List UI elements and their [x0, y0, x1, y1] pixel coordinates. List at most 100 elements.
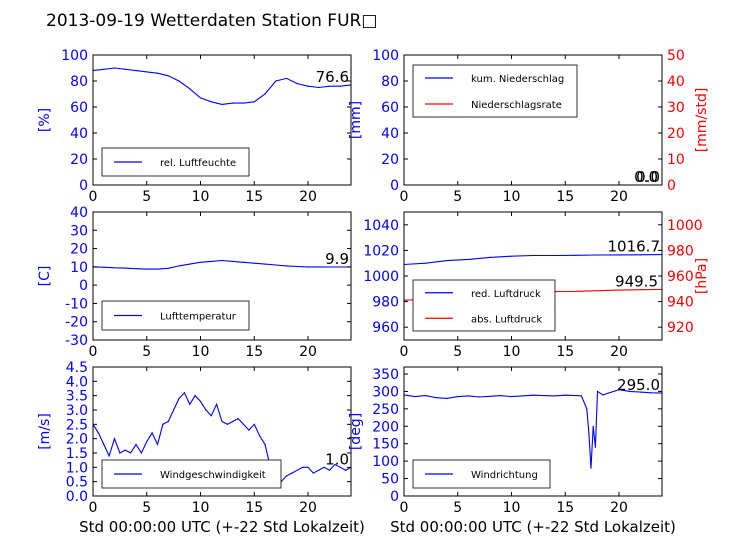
data-point: [339, 466, 341, 468]
x-tick-label: 0: [89, 500, 98, 516]
y-tick-label: 20: [70, 242, 88, 258]
x-tick-label: 10: [192, 500, 210, 516]
data-point: [242, 102, 245, 104]
y-tick-label: 3.5: [66, 389, 88, 405]
y-tick-label: 100: [372, 454, 399, 470]
data-point: [173, 409, 175, 411]
y-tick-label: 0.5: [66, 475, 88, 491]
y-tick-label: 3.0: [66, 403, 88, 419]
data-point: [302, 466, 304, 468]
legend-label: rel. Luftfeuchte: [160, 158, 236, 169]
data-point: [253, 423, 255, 425]
axes-frame: [403, 54, 663, 186]
data-point: [639, 391, 642, 393]
data-point: [312, 472, 314, 474]
data-point: [210, 101, 212, 103]
data-point: [103, 68, 105, 70]
data-point: [414, 396, 416, 398]
y-right-tick-label: 20: [667, 126, 685, 142]
data-point: [242, 261, 245, 263]
data-point: [124, 449, 126, 451]
y-tick-label: 2.0: [66, 432, 88, 448]
data-point: [259, 435, 261, 437]
y-tick-label: 980: [372, 295, 399, 311]
y-tick-label: 0: [79, 178, 88, 194]
y-tick-label: 1.0: [66, 460, 88, 476]
value-annotation: 1016.7: [608, 238, 661, 256]
y-axis-label: [mm]: [348, 101, 364, 139]
y-tick-label: 10: [70, 260, 88, 276]
y-right-tick-label: 30: [667, 100, 685, 116]
x-tick-label: 0: [400, 344, 409, 360]
data-point: [103, 443, 105, 445]
y-axis-label: [deg]: [348, 413, 364, 450]
y-tick-label: 40: [70, 205, 88, 221]
x-tick-label: 10: [192, 344, 210, 360]
data-point: [178, 397, 180, 400]
series-line-1: [404, 389, 662, 469]
data-point: [307, 85, 309, 87]
data-point: [156, 268, 159, 270]
y-tick-label: 150: [372, 437, 399, 453]
data-point: [253, 101, 255, 103]
data-point: [205, 409, 207, 411]
data-point: [318, 469, 320, 471]
data-point: [307, 466, 309, 468]
y-tick-label: 100: [372, 48, 399, 64]
data-point: [618, 289, 620, 291]
data-point: [221, 103, 223, 105]
y-tick-label: 0.0: [66, 489, 88, 505]
x-tick-label: 15: [556, 500, 574, 516]
data-point: [167, 75, 169, 77]
data-point: [264, 263, 266, 265]
data-point: [167, 267, 169, 269]
data-point: [275, 80, 277, 82]
data-point: [146, 71, 148, 73]
data-point: [183, 392, 185, 394]
y-tick-label: 1000: [363, 269, 399, 285]
x-tick-label: 5: [453, 189, 462, 205]
data-point: [446, 260, 448, 262]
data-point: [639, 254, 642, 256]
x-tick-label: 15: [245, 500, 263, 516]
data-point: [650, 392, 652, 394]
data-point: [199, 97, 202, 99]
legend-box: [412, 64, 578, 118]
data-point: [596, 390, 599, 392]
x-tick-label: 5: [142, 344, 151, 360]
x-tick-label: 10: [503, 189, 521, 205]
figure-title: 2013-09-19 Wetterdaten Station FUR□: [46, 11, 377, 31]
y-tick-label: 1.5: [66, 446, 88, 462]
data-point: [248, 429, 250, 431]
x-tick-label: 15: [245, 189, 263, 205]
x-tick-label: 5: [142, 500, 151, 516]
y-right-tick-label: 40: [667, 74, 685, 90]
x-tick-label: 15: [556, 344, 574, 360]
data-point: [253, 262, 255, 264]
data-point: [339, 266, 341, 268]
x-tick-label: 10: [503, 344, 521, 360]
data-point: [532, 254, 534, 257]
y-tick-label: -20: [65, 315, 88, 331]
y-axis-label: [m/s]: [37, 413, 53, 450]
data-point: [489, 395, 491, 397]
data-point: [478, 396, 480, 398]
y-right-tick-label: 920: [667, 320, 694, 336]
panel-middle-left: 0 5 10 15 20 -30 -20 -10 0 10 20 30 40 [C] Lufttempera…: [37, 205, 352, 360]
y-tick-label: 60: [381, 100, 399, 116]
data-point: [285, 77, 288, 79]
y-right-tick-label: 50: [667, 48, 685, 64]
axes-frame: [92, 211, 352, 341]
data-point: [328, 469, 331, 471]
data-point: [602, 394, 604, 396]
data-point: [199, 261, 202, 263]
y-tick-label: 4.0: [66, 374, 88, 390]
data-point: [237, 418, 239, 420]
data-point: [97, 432, 99, 434]
x-axis-label: Std 00:00:00 UTC (+-22 Std Lokalzeit): [390, 518, 676, 536]
y-tick-label: 100: [61, 48, 88, 64]
value-annotation: 76.6: [316, 68, 349, 86]
data-point: [113, 438, 116, 440]
data-point: [618, 389, 620, 391]
